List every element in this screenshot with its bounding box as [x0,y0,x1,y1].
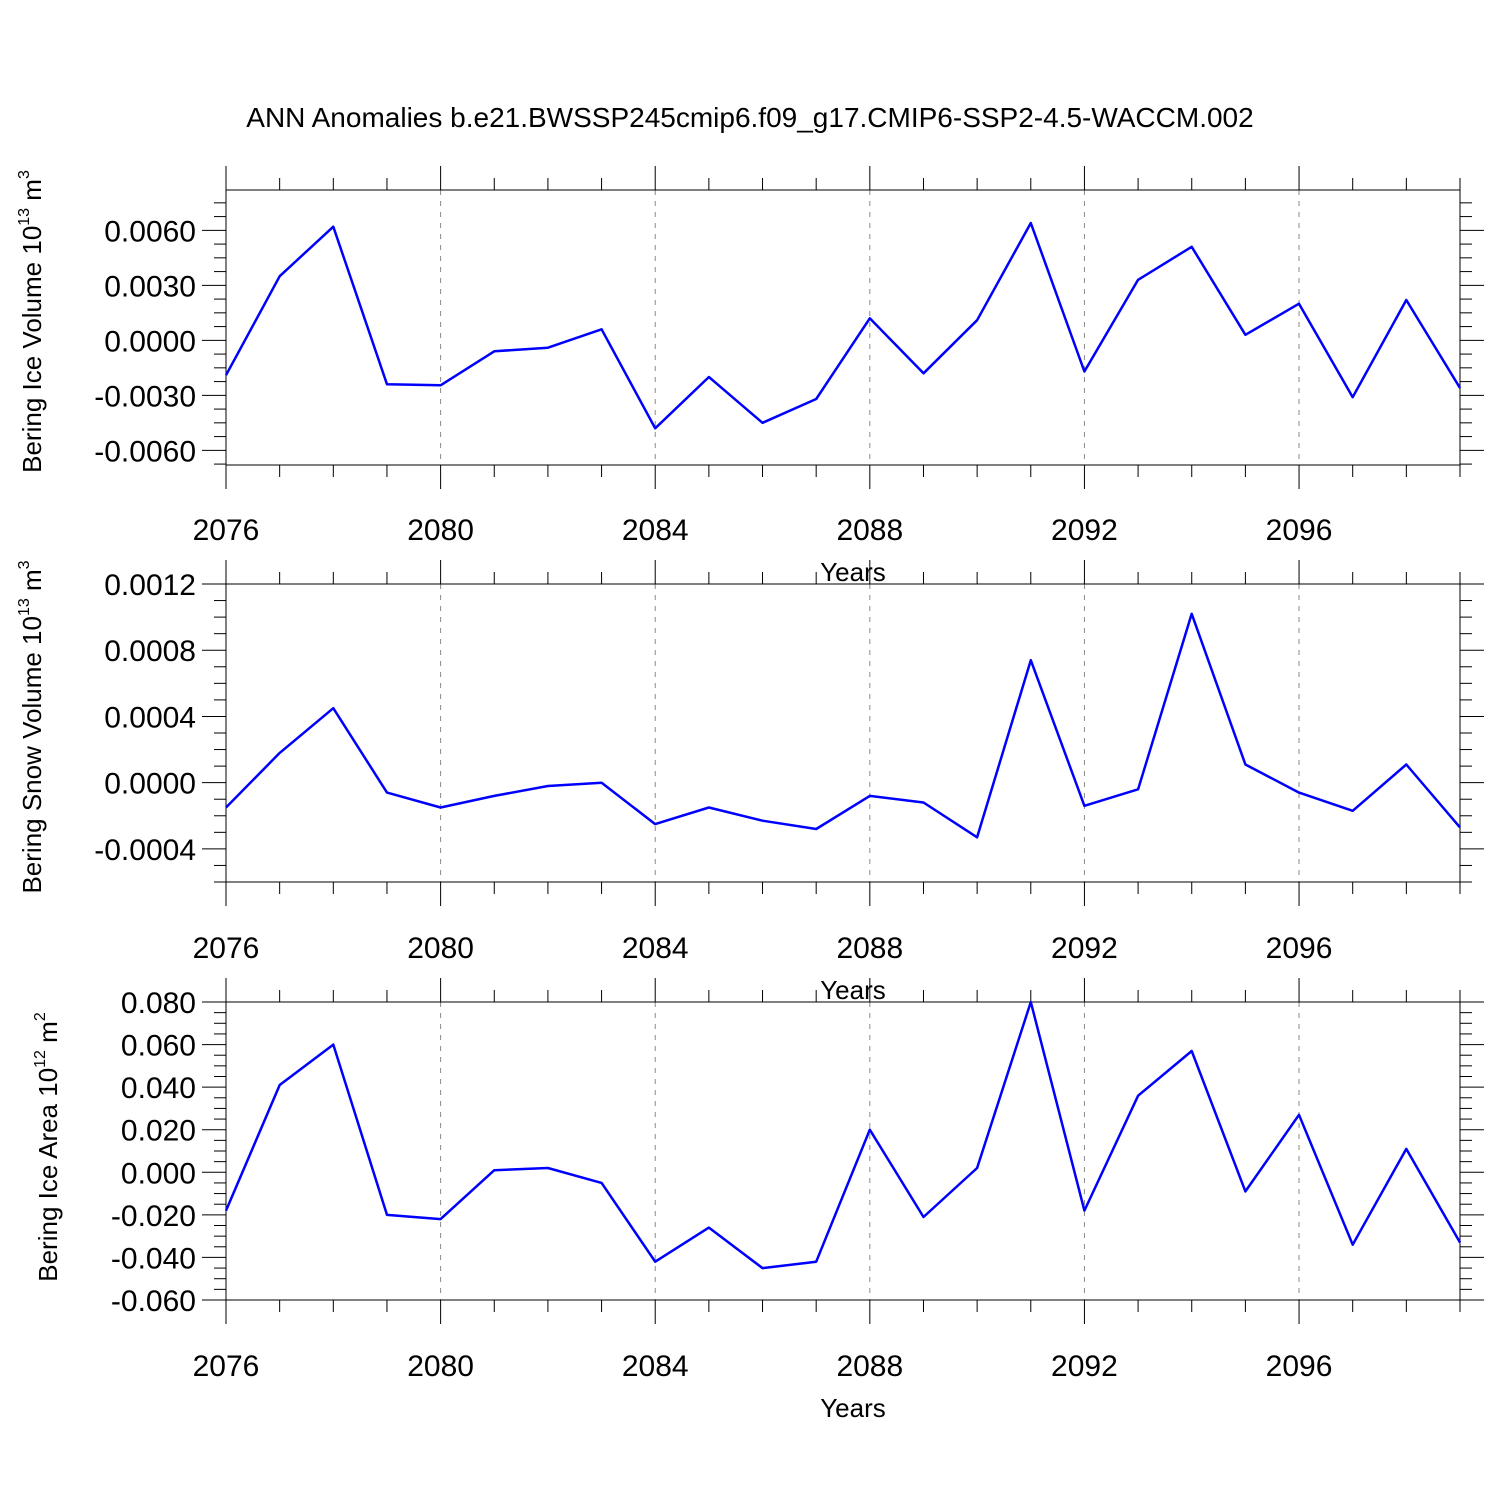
x-axis-title: Years [820,1393,886,1423]
y-axis-title: Bering Ice Volume 1013 m3 [16,170,47,473]
y-tick-label: -0.0030 [94,380,196,413]
x-tick-label: 2088 [836,932,903,965]
x-tick-label: 2084 [622,1350,689,1383]
series-line [225,612,1461,839]
y-tick-label: 0.0000 [104,768,196,801]
x-tick-label: 2080 [407,932,474,965]
x-axis-title: Years [820,557,886,587]
x-tick-label: 2096 [1266,514,1333,547]
y-tick-label: 0.060 [121,1030,196,1063]
x-tick-label: 2092 [1051,1350,1118,1383]
x-tick-label: 2096 [1266,932,1333,965]
y-axis-title-exponent: 13 [16,208,33,226]
y-axis-title-unit-exponent: 2 [32,1012,49,1021]
y-tick-label: 0.0004 [104,701,196,734]
y-axis-title-exponent: 13 [16,598,33,616]
chart-panels: 2076 2080 2084 2088 2092 2096 Years -0.0060 -0.0… [16,166,1484,1423]
y-axis-title: Bering Ice Area 1012 m2 [32,1012,63,1282]
plot-frame [225,583,1461,883]
x-tick-label: 2076 [193,1350,260,1383]
y-tick-label: 0.0000 [104,325,196,358]
y-tick-label: -0.040 [111,1242,196,1275]
plot-frame [225,189,1461,466]
x-tick-label: 2092 [1051,514,1118,547]
y-axis-title-unit-exponent: 3 [16,170,33,179]
x-tick-label: 2076 [193,932,260,965]
figure-title: ANN Anomalies b.e21.BWSSP245cmip6.f09_g1… [246,102,1253,133]
x-tick-label: 2088 [836,1350,903,1383]
y-axis-title: Bering Snow Volume 1013 m3 [16,560,47,893]
y-axis-title-text: Bering Ice Area 10 [33,1068,63,1282]
y-tick-label: 0.0030 [104,270,196,303]
x-tick-label: 2084 [622,932,689,965]
y-tick-label: 0.000 [121,1157,196,1190]
x-tick-label: 2096 [1266,1350,1333,1383]
y-axis-title-unit: m [17,179,47,208]
y-axis-title-text: Bering Ice Volume 10 [17,226,47,473]
y-tick-label: 0.0008 [104,635,196,668]
x-tick-label: 2080 [407,514,474,547]
y-axis-title-text: Bering Snow Volume 10 [17,616,47,894]
x-tick-label: 2092 [1051,932,1118,965]
y-axis-title-unit-exponent: 3 [16,560,33,569]
y-tick-label: 0.0012 [104,569,196,602]
chart-panel-3: 2076 2080 2084 2088 2092 2096 Years -0.060 -0.04… [32,978,1484,1423]
x-tick-label: 2084 [622,514,689,547]
x-tick-label: 2088 [836,514,903,547]
x-tick-label: 2076 [193,514,260,547]
x-axis-title: Years [820,975,886,1005]
series-line [224,1000,1462,1270]
y-tick-label: -0.020 [111,1200,196,1233]
series-line [224,221,1462,430]
y-tick-label: 0.020 [121,1115,196,1148]
x-tick-label: 2080 [407,1350,474,1383]
y-tick-label: 0.080 [121,987,196,1020]
chart-panel-2: 2076 2080 2084 2088 2092 2096 Years -0.0004 0.00… [16,560,1484,1005]
y-tick-label: -0.0004 [94,834,196,867]
y-tick-label: -0.0060 [94,435,196,468]
y-axis-title-unit: m [33,1021,63,1050]
chart-panel-1: 2076 2080 2084 2088 2092 2096 Years -0.0060 -0.0… [16,166,1484,587]
y-tick-label: 0.0060 [104,215,196,248]
y-axis-title-exponent: 12 [32,1050,49,1068]
y-tick-label: 0.040 [121,1072,196,1105]
y-tick-label: -0.060 [111,1285,196,1318]
y-axis-title-unit: m [17,569,47,598]
